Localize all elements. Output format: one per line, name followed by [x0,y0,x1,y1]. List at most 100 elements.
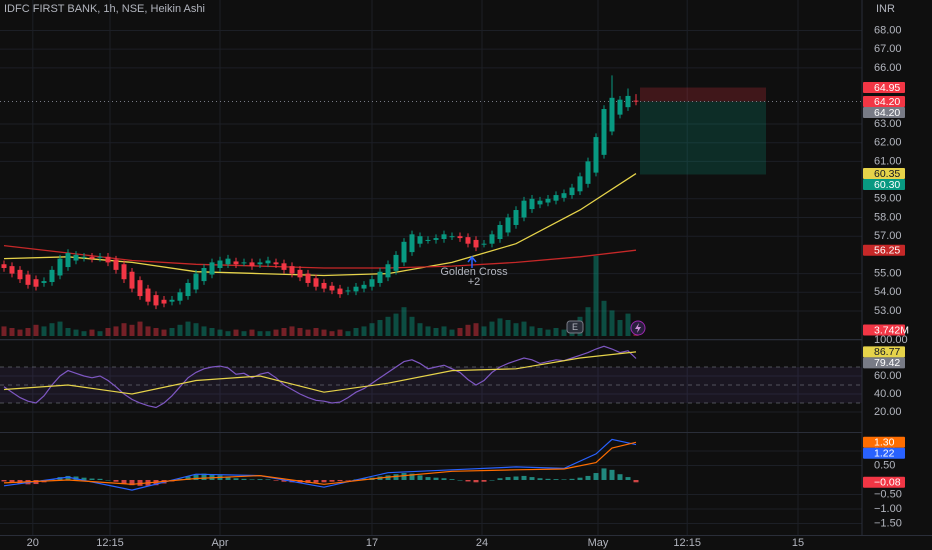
candle-body [537,200,543,205]
candle-body [81,256,87,258]
x-tick-label: Apr [211,537,228,549]
volume-bar [33,324,39,336]
price-badge [863,244,905,256]
candle-body [385,264,391,278]
currency-label: INR [876,3,895,15]
histogram-bar [489,479,495,481]
candle-body [161,299,167,304]
volume-bar [177,324,183,336]
price-badge [863,436,905,448]
price-badge-label: 64.20 [874,96,900,108]
histogram-bar [417,475,423,480]
event-icon[interactable] [566,320,584,334]
histogram-bar [81,477,87,480]
volume-bar [561,329,567,336]
candle-body [89,256,95,259]
histogram-bar [89,478,95,480]
volume-bar [17,329,23,336]
candle-body [433,238,439,240]
volume-bar [73,329,79,336]
histogram-bar [345,479,351,481]
volume-bar [169,328,175,336]
candle-body [473,239,479,248]
histogram-bar [601,468,607,480]
histogram-bar [481,479,487,482]
price-badge-label: 1.22 [874,448,895,460]
volume-bar [537,328,543,336]
candle-body [425,239,431,241]
histogram-bar [497,478,503,480]
y-tick-label: 62.00 [874,137,902,149]
histogram-bar [529,477,535,480]
candle-body [217,260,223,268]
histogram-bar [313,479,319,483]
histogram-bar [625,477,631,480]
candle-body [9,266,15,274]
candle-body [153,295,159,306]
candle-body [553,195,559,201]
y-tick-label: 66.00 [874,62,902,74]
candle-body [561,193,567,198]
volume-bar [545,329,551,336]
volume-bar [401,307,407,336]
candle-body [241,262,247,264]
y-tick-label: 40.00 [874,388,902,400]
candle-body [457,236,463,239]
candle-body [545,198,551,203]
candle-body [505,217,511,233]
y-tick-label: 67.00 [874,43,902,55]
volume-bar [89,329,95,336]
annotation: +2 [468,276,481,288]
candle-body [169,299,175,302]
histogram-bar [449,479,455,480]
volume-bar [113,326,119,336]
candle-body [593,137,599,173]
histogram-bar [65,475,71,480]
candle-body [617,99,623,115]
candle-body [289,266,295,274]
volume-bar [145,326,151,336]
price-badge-label: 1.30 [874,437,895,449]
candle-body [73,254,79,261]
volume-bar [217,329,223,336]
volume-bar [321,329,327,336]
volume-bar [201,326,207,336]
price-badge [863,447,905,459]
y-tick-label: 59.00 [874,193,902,205]
event-label[interactable]: E [572,322,578,332]
candle-body [137,280,143,297]
histogram-bar [569,478,575,480]
volume-bar [441,326,447,336]
candle-body [25,274,31,285]
volume-bar [521,321,527,336]
position-target-zone [640,101,766,175]
histogram-bar [577,477,583,480]
price-badge-label: 64.20 [874,107,900,119]
candle-body [449,236,455,238]
volume-bar [377,320,383,336]
price-badge [863,107,905,119]
volume-bar [225,331,231,336]
candle-body [265,260,271,264]
volume-bar [489,321,495,336]
candle-body [569,187,575,196]
histogram-bar [337,479,343,482]
y-tick-label: 0.50 [874,459,895,471]
histogram-bar [321,479,327,483]
price-badge [863,357,905,369]
volume-bar [417,323,423,336]
rsi-band [0,366,862,404]
histogram-bar [433,477,439,480]
volume-bar [409,316,415,336]
candle-body [113,259,119,270]
histogram-bar [249,479,255,480]
candle-body [65,253,71,268]
histogram-bar [465,479,471,482]
y-tick-label: 57.00 [874,230,902,242]
candle-body [1,264,7,268]
volume-bar [265,331,271,336]
volume-bar [345,331,351,336]
candle-body [225,258,231,265]
histogram-bar [393,474,399,480]
